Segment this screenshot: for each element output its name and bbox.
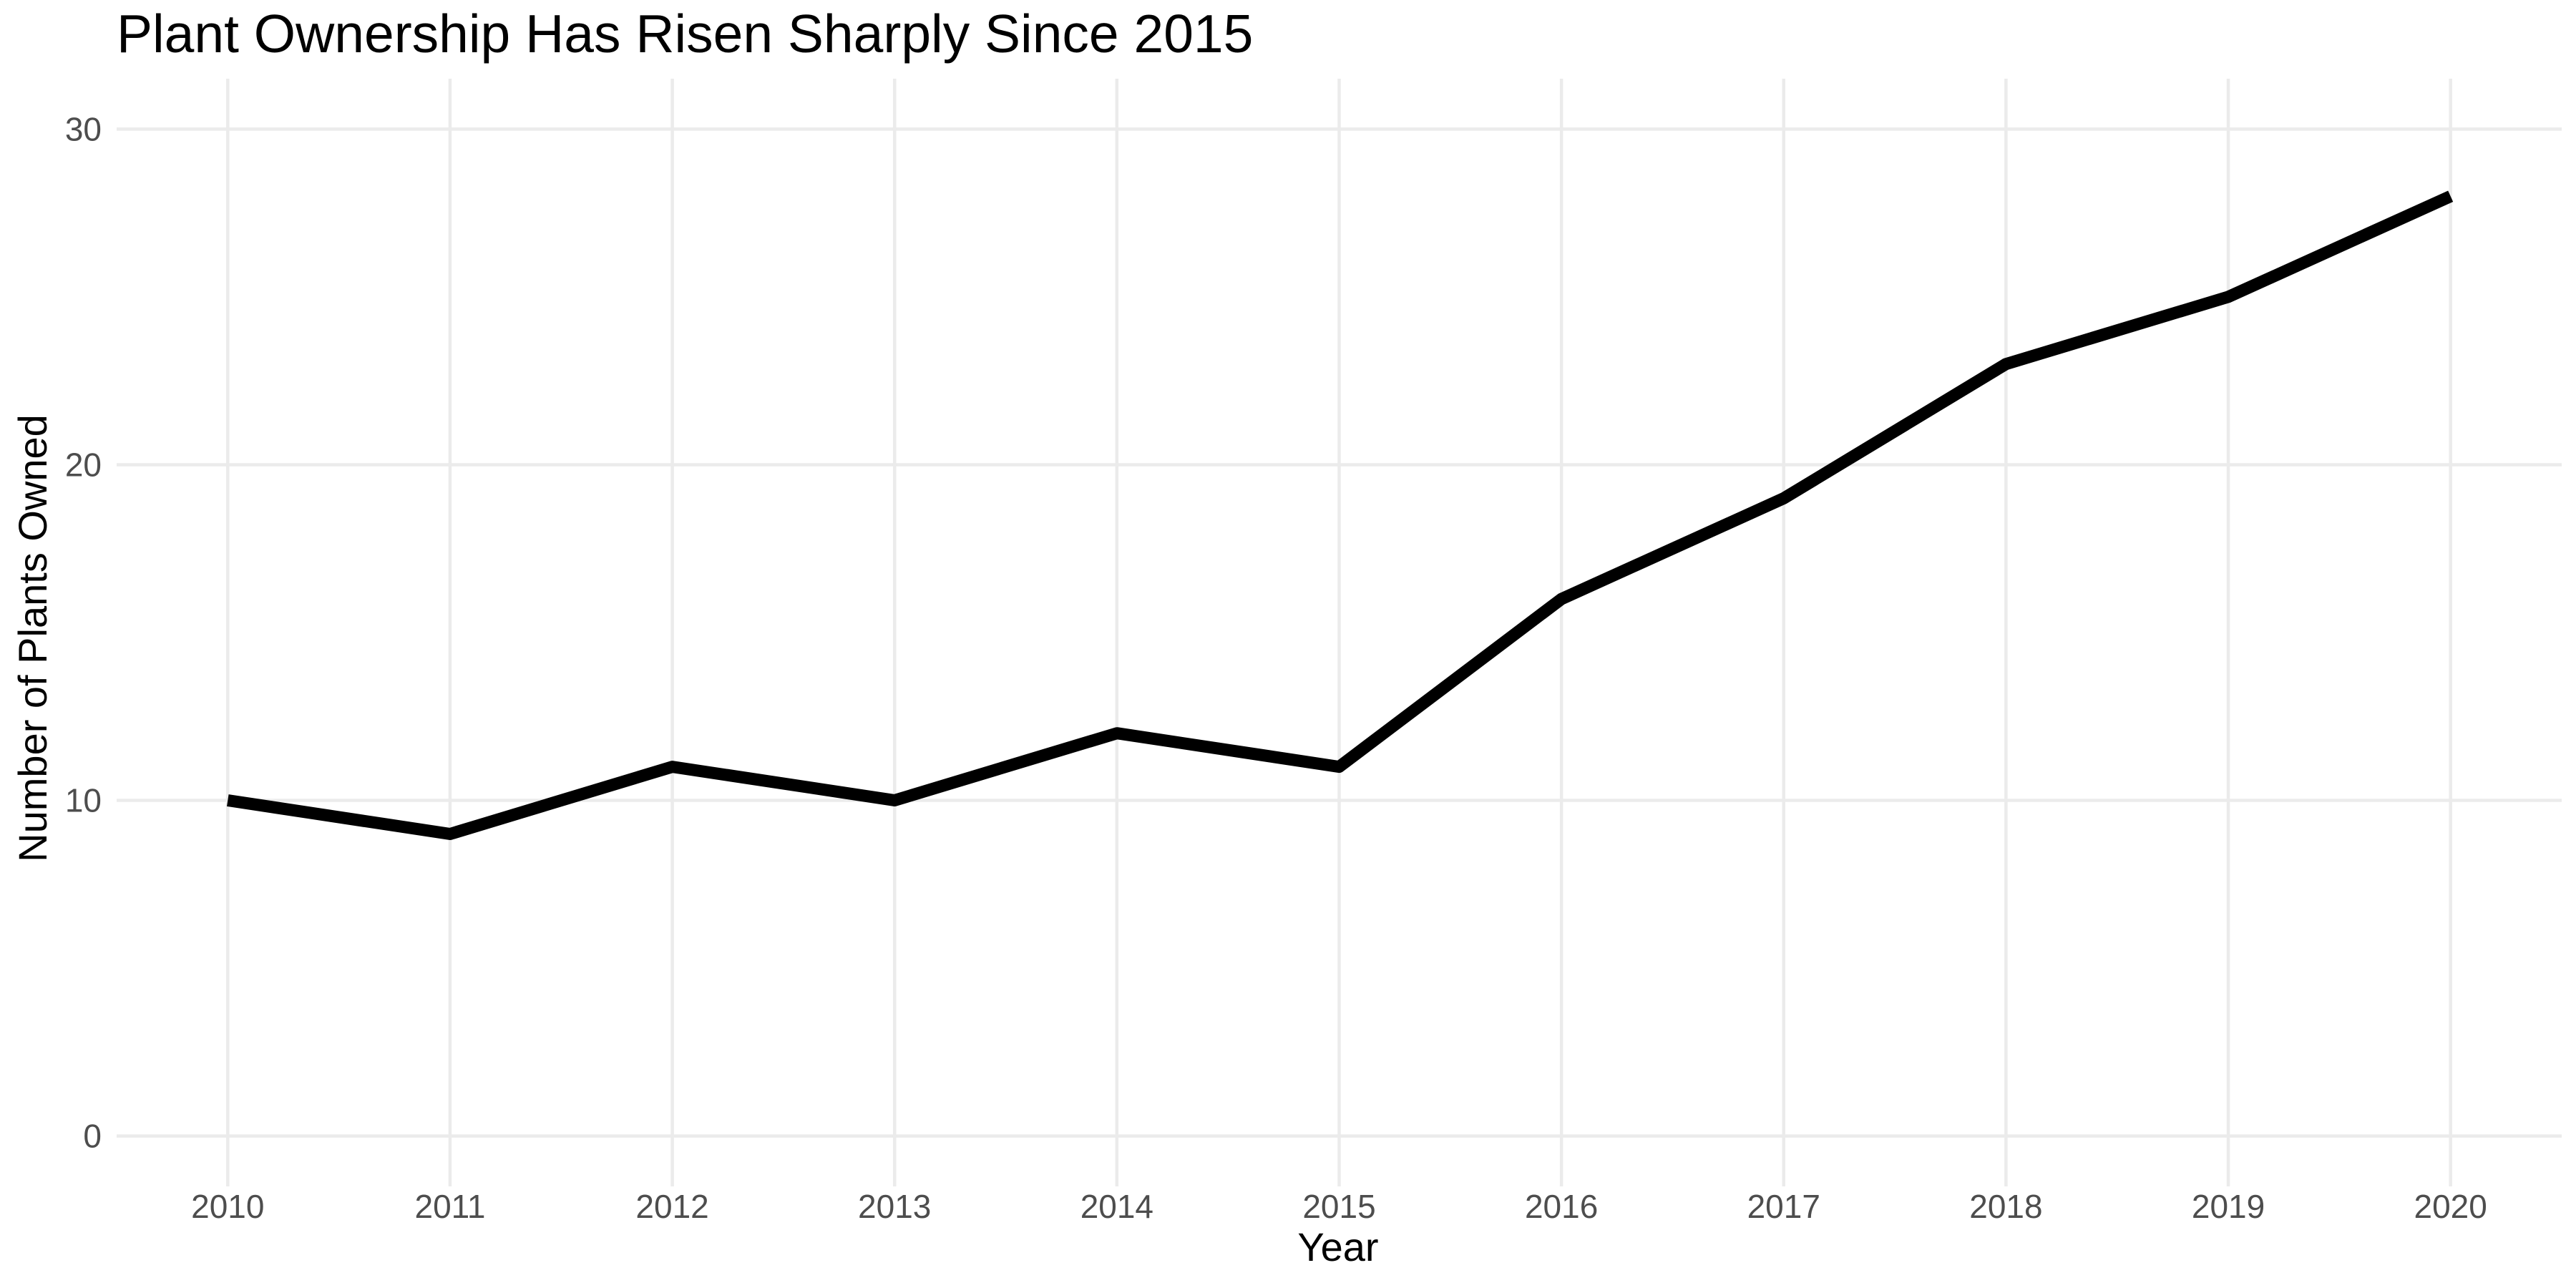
x-tick-label: 2016 bbox=[1525, 1188, 1598, 1225]
x-tick-label: 2014 bbox=[1080, 1188, 1153, 1225]
x-tick-label: 2011 bbox=[414, 1188, 485, 1225]
x-tick-labels: 2010 2011 2012 2013 2014 2015 2016 2017 2018 2019… bbox=[191, 1188, 2487, 1225]
x-tick-label: 2018 bbox=[1969, 1188, 2042, 1225]
x-tick-label: 2017 bbox=[1747, 1188, 1820, 1225]
y-tick-labels: 0 10 20 30 bbox=[65, 110, 102, 1154]
x-tick-label: 2010 bbox=[191, 1188, 264, 1225]
y-tick-label: 10 bbox=[65, 782, 102, 819]
y-axis-title: Number of Plants Owned bbox=[10, 414, 55, 862]
gridlines bbox=[117, 79, 2562, 1186]
y-tick-label: 0 bbox=[83, 1118, 102, 1155]
chart-title: Plant Ownership Has Risen Sharply Since … bbox=[117, 4, 1253, 64]
y-tick-label: 30 bbox=[65, 110, 102, 147]
x-tick-label: 2015 bbox=[1302, 1188, 1375, 1225]
x-tick-label: 2013 bbox=[858, 1188, 931, 1225]
series-line bbox=[227, 190, 2454, 840]
x-tick-label: 2019 bbox=[2192, 1188, 2265, 1225]
series-layer bbox=[227, 190, 2454, 840]
x-axis-title: Year bbox=[1297, 1224, 1378, 1269]
y-tick-label: 20 bbox=[65, 446, 102, 483]
x-tick-label: 2012 bbox=[635, 1188, 708, 1225]
x-tick-label: 2020 bbox=[2414, 1188, 2487, 1225]
